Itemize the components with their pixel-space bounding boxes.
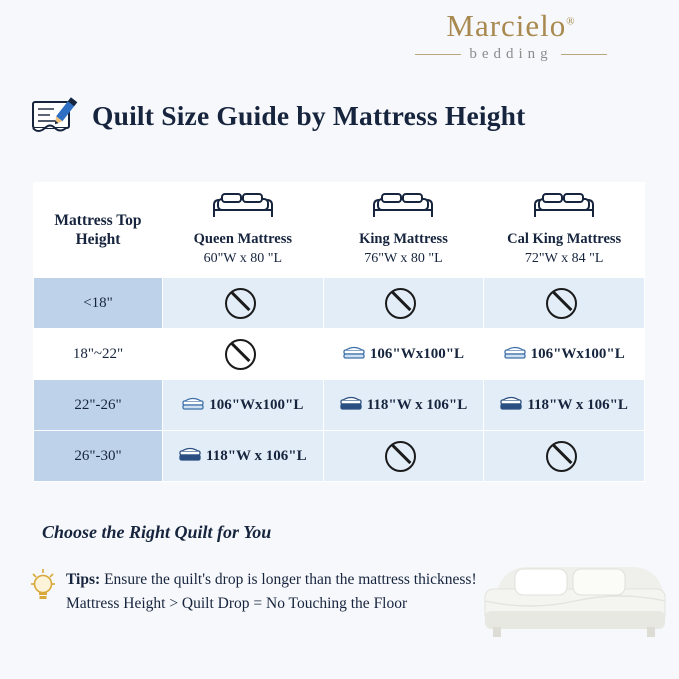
cell-value: 118"W x 106"L: [164, 446, 322, 467]
cell-value: 118"W x 106"L: [325, 395, 483, 416]
prohibited-icon: [546, 287, 578, 319]
quilt-size-table: Mattress Top Height Queen Mattress 60"W …: [33, 182, 645, 482]
cell-value: 118"W x 106"L: [485, 395, 643, 416]
table-row: 26"-30" 118"W x 106"L: [33, 430, 645, 482]
prohibited-icon: [385, 287, 417, 319]
tips-line-1: Tips: Ensure the quilt's drop is longer …: [66, 571, 477, 588]
page-title: Quilt Size Guide by Mattress Height: [92, 100, 526, 131]
cell-king: [322, 277, 485, 329]
registered-mark: ®: [566, 15, 576, 28]
cell-value: [485, 440, 643, 472]
quilt-icon: [343, 344, 365, 365]
corner-label-line2: Height: [75, 231, 121, 248]
cell-king: 106"Wx100"L: [322, 328, 485, 380]
cell-cal-king: 106"Wx100"L: [483, 328, 645, 380]
tips-block: Tips: Ensure the quilt's drop is longer …: [28, 568, 477, 616]
prohibited-icon: [224, 338, 256, 370]
cell-value: [325, 287, 483, 319]
table-row: 22"-26" 106"Wx100"L: [33, 379, 645, 431]
cell-queen: 118"W x 106"L: [162, 430, 324, 482]
prohibited-icon: [546, 440, 578, 472]
cell-value: [164, 287, 322, 319]
brand-name-text: Marcielo: [446, 8, 567, 43]
cell-text: 106"Wx100"L: [369, 345, 465, 362]
cell-text: 106"Wx100"L: [209, 396, 304, 413]
rule-left: [415, 54, 462, 55]
quilt-icon: [500, 395, 523, 416]
column-name-queen: Queen Mattress: [193, 231, 293, 248]
quilt-icon: [340, 395, 362, 416]
cell-king: 118"W x 106"L: [322, 379, 485, 431]
cell-cal-king: 118"W x 106"L: [483, 379, 645, 431]
brand-block: Marcielo® bedding: [361, 8, 661, 63]
prohibited-icon: [385, 440, 417, 472]
column-name-king: King Mattress: [359, 231, 448, 248]
lightbulb-icon: [28, 568, 58, 606]
cell-cal-king: [483, 277, 645, 329]
corner-label-line1: Mattress Top: [54, 211, 142, 229]
cell-cal-king: [483, 430, 645, 482]
row-label: 18"~22": [33, 328, 163, 380]
cell-value: [164, 338, 322, 370]
column-dims-cal-king: 72"W x 84 "L: [524, 250, 604, 266]
table-corner-label: Mattress Top Height: [33, 182, 163, 278]
column-dims-king: 76"W x 80 "L: [364, 250, 443, 266]
bed-icon: [485, 191, 643, 226]
brand-subtitle: bedding: [361, 46, 661, 63]
bed-icon: [325, 191, 483, 226]
table-header-row: Mattress Top Height Queen Mattress 60"W …: [33, 182, 645, 278]
footer-heading: Choose the Right Quilt for You: [42, 522, 272, 542]
row-label: 22"-26": [33, 379, 163, 431]
bed-icon: [164, 191, 322, 226]
brand-name: Marcielo®: [446, 8, 575, 44]
cell-queen: 106"Wx100"L: [162, 379, 324, 431]
cell-text: 118"W x 106"L: [206, 447, 307, 464]
column-dims-queen: 60"W x 80 "L: [203, 250, 283, 266]
column-header-king: King Mattress 76"W x 80 "L: [322, 182, 485, 278]
quilt-icon: [179, 446, 201, 467]
tips-line1-text: Ensure the quilt's drop is longer than t…: [104, 571, 477, 588]
rule-right: [560, 54, 607, 55]
cell-queen: [162, 328, 324, 380]
row-label: 26"-30": [33, 430, 163, 482]
brand-subtitle-text: bedding: [469, 46, 553, 62]
prohibited-icon: [224, 287, 256, 319]
table-row: <18": [33, 277, 645, 329]
cell-king: [322, 430, 485, 482]
column-header-queen: Queen Mattress 60"W x 80 "L: [162, 182, 324, 278]
page-title-row: Quilt Size Guide by Mattress Height: [30, 94, 659, 138]
cell-text: 118"W x 106"L: [527, 396, 628, 413]
row-label: <18": [33, 277, 163, 329]
cell-value: [325, 440, 483, 472]
tips-label: Tips:: [66, 571, 101, 588]
bed-photo: [479, 539, 671, 643]
cell-value: 106"Wx100"L: [485, 344, 643, 365]
column-name-cal-king: Cal King Mattress: [507, 231, 622, 248]
quilt-icon: [503, 344, 526, 365]
column-header-cal-king: Cal King Mattress 72"W x 84 "L: [483, 182, 645, 278]
tips-text: Tips: Ensure the quilt's drop is longer …: [66, 568, 477, 616]
table-row: 18"~22" 106"Wx100"L: [33, 328, 645, 380]
cell-value: 106"Wx100"L: [325, 344, 483, 365]
cell-text: 106"Wx100"L: [530, 345, 625, 362]
tips-line2-text: Mattress Height > Quilt Drop = No Touchi…: [66, 595, 408, 613]
quilt-icon: [182, 395, 204, 416]
cell-text: 118"W x 106"L: [366, 396, 468, 413]
cell-queen: [162, 277, 324, 329]
cell-value: 106"Wx100"L: [164, 395, 322, 416]
cell-value: [485, 287, 643, 319]
blueprint-pencil-icon: [30, 94, 78, 138]
